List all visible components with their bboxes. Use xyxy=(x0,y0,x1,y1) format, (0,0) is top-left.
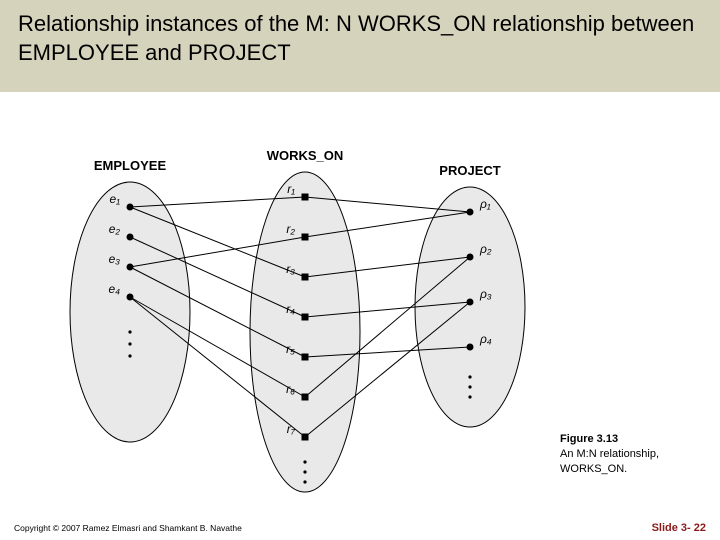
marker-r5 xyxy=(302,354,309,361)
footer: Copyright © 2007 Ramez Elmasri and Shamk… xyxy=(0,516,720,540)
label-r2: r₂ xyxy=(286,222,295,236)
marker-r6 xyxy=(302,394,309,401)
marker-e2 xyxy=(127,234,134,241)
marker-p3 xyxy=(467,299,474,306)
project-ellipsis-dot xyxy=(468,375,471,378)
employee-ellipsis-dot xyxy=(128,330,131,333)
marker-e3 xyxy=(127,264,134,271)
marker-p2 xyxy=(467,254,474,261)
diagram-area: EMPLOYEE e₁ e₂ e₃ e₄ WORKS_ON r₁ r₂ r₃ r₄ r₅ r₆ r₇ PR… xyxy=(0,92,720,516)
figure-title: Figure 3.13 xyxy=(560,433,618,445)
label-r6: r₆ xyxy=(286,382,295,396)
project-label: PROJECT xyxy=(439,163,500,178)
project-ellipsis-dot xyxy=(468,395,471,398)
works_on-ellipsis-dot xyxy=(303,480,306,483)
employee-ellipsis-dot xyxy=(128,354,131,357)
marker-p4 xyxy=(467,344,474,351)
label-e2: e₂ xyxy=(109,222,121,236)
label-r3: r₃ xyxy=(286,262,295,276)
figure-caption-2: WORKS_ON. xyxy=(560,463,627,475)
label-p1: ρ₁ xyxy=(479,197,491,211)
label-p3: ρ₃ xyxy=(479,287,492,301)
label-e3: e₃ xyxy=(109,252,121,266)
works_on-ellipsis-dot xyxy=(303,470,306,473)
marker-r7 xyxy=(302,434,309,441)
works_on-set xyxy=(250,172,360,492)
copyright-text: Copyright © 2007 Ramez Elmasri and Shamk… xyxy=(14,523,242,533)
marker-e4 xyxy=(127,294,134,301)
marker-r2 xyxy=(302,234,309,241)
employee-label: EMPLOYEE xyxy=(94,158,167,173)
label-r1: r₁ xyxy=(287,182,295,196)
marker-r4 xyxy=(302,314,309,321)
label-p2: ρ₂ xyxy=(479,242,492,256)
label-e1: e₁ xyxy=(110,192,121,206)
label-e4: e₄ xyxy=(109,282,121,296)
employee-ellipsis-dot xyxy=(128,342,131,345)
page-title: Relationship instances of the M: N WORKS… xyxy=(18,10,702,67)
marker-r1 xyxy=(302,194,309,201)
works-on-diagram: EMPLOYEE e₁ e₂ e₃ e₄ WORKS_ON r₁ r₂ r₃ r₄ r₅ r₆ r₇ PR… xyxy=(0,92,720,516)
title-bar: Relationship instances of the M: N WORKS… xyxy=(0,0,720,92)
figure-caption-1: An M:N relationship, xyxy=(560,448,659,460)
employee-set xyxy=(70,182,190,442)
label-r5: r₅ xyxy=(286,342,295,356)
marker-e1 xyxy=(127,204,134,211)
project-set xyxy=(415,187,525,427)
marker-r3 xyxy=(302,274,309,281)
label-r4: r₄ xyxy=(286,302,295,316)
label-r7: r₇ xyxy=(287,422,296,436)
label-p4: ρ₄ xyxy=(479,332,492,346)
works_on-label: WORKS_ON xyxy=(267,148,344,163)
marker-p1 xyxy=(467,209,474,216)
slide-number: Slide 3- 22 xyxy=(652,522,706,534)
works_on-ellipsis-dot xyxy=(303,460,306,463)
project-ellipsis-dot xyxy=(468,385,471,388)
